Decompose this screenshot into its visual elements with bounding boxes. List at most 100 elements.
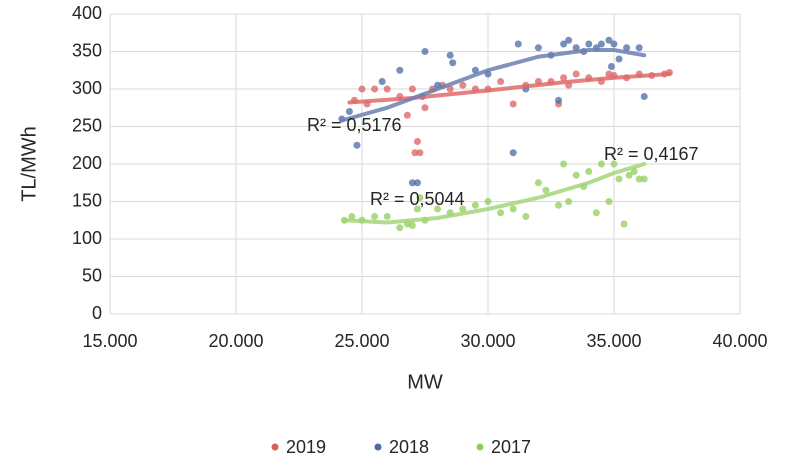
legend-marker xyxy=(374,443,382,451)
x-tick-label: 40.000 xyxy=(712,331,767,351)
point xyxy=(555,201,563,209)
point xyxy=(358,85,366,93)
point xyxy=(560,40,568,48)
y-tick-label: 350 xyxy=(72,40,102,60)
point xyxy=(615,175,623,183)
point xyxy=(615,55,623,63)
point xyxy=(416,194,424,202)
trendline xyxy=(342,162,647,225)
point xyxy=(597,40,605,48)
point xyxy=(446,85,454,93)
point xyxy=(413,179,421,187)
y-tick-label: 0 xyxy=(92,303,102,323)
point xyxy=(497,78,505,85)
point xyxy=(635,44,643,52)
x-tick-label: 25.000 xyxy=(334,331,389,351)
point xyxy=(509,205,517,213)
y-tick-label: 300 xyxy=(72,78,102,98)
legend-marker xyxy=(271,443,279,451)
point xyxy=(635,175,643,183)
point xyxy=(572,171,580,179)
point xyxy=(640,175,648,183)
point xyxy=(446,51,454,59)
point xyxy=(471,66,479,74)
point xyxy=(605,36,613,44)
point xyxy=(607,63,615,70)
point xyxy=(383,85,391,93)
point xyxy=(610,40,618,48)
annotation: R² = 0,5176 xyxy=(307,115,402,135)
point xyxy=(592,209,600,217)
point xyxy=(585,168,593,175)
point xyxy=(411,149,419,157)
point xyxy=(620,220,628,228)
point xyxy=(605,198,613,205)
point xyxy=(625,171,633,179)
point xyxy=(509,149,517,157)
x-tick-label: 20.000 xyxy=(208,331,263,351)
point xyxy=(408,222,416,229)
point xyxy=(396,66,404,74)
point xyxy=(459,81,467,89)
y-tick-label: 250 xyxy=(72,115,102,135)
legend-label: 2017 xyxy=(491,437,531,457)
y-tick-label: 50 xyxy=(82,265,102,285)
y-tick-label: 400 xyxy=(72,3,102,23)
x-tick-label: 35.000 xyxy=(586,331,641,351)
point xyxy=(534,179,542,187)
point xyxy=(630,168,638,175)
x-tick-label: 30.000 xyxy=(460,331,515,351)
point xyxy=(348,213,356,220)
point xyxy=(416,149,424,157)
x-axis-title: MW xyxy=(407,371,443,393)
point xyxy=(345,108,353,115)
point xyxy=(421,104,429,112)
point xyxy=(383,213,391,220)
point xyxy=(413,138,421,145)
legend-label: 2018 xyxy=(389,437,429,457)
y-tick-label: 100 xyxy=(72,228,102,248)
annotation: R² = 0,4167 xyxy=(604,144,699,164)
point xyxy=(565,198,573,205)
point xyxy=(484,198,492,205)
point xyxy=(542,186,550,194)
point xyxy=(509,100,517,108)
point xyxy=(605,70,613,78)
point xyxy=(534,44,542,52)
point xyxy=(353,141,361,149)
point xyxy=(434,205,442,213)
y-tick-label: 150 xyxy=(72,190,102,210)
annotation: R² = 0,5044 xyxy=(370,189,465,209)
point xyxy=(396,224,404,232)
legend-label: 2019 xyxy=(286,437,326,457)
point xyxy=(560,160,568,168)
point xyxy=(408,179,416,187)
point xyxy=(640,93,648,100)
point xyxy=(421,48,429,55)
point xyxy=(497,209,505,217)
point xyxy=(585,40,593,48)
point xyxy=(572,70,580,78)
point xyxy=(449,59,457,67)
trendline xyxy=(347,72,672,105)
legend-marker xyxy=(476,443,484,451)
y-tick-label: 200 xyxy=(72,153,102,173)
trendline xyxy=(339,48,647,123)
point xyxy=(560,74,568,82)
point xyxy=(522,213,530,220)
point xyxy=(378,78,386,85)
point xyxy=(514,40,522,48)
point xyxy=(555,96,563,104)
point xyxy=(371,85,379,93)
point xyxy=(610,160,618,168)
point xyxy=(623,44,631,52)
point xyxy=(408,85,416,93)
point xyxy=(597,160,605,168)
point xyxy=(371,213,379,220)
point xyxy=(403,111,411,119)
y-axis-title: TL/MWh xyxy=(18,126,40,202)
point xyxy=(413,205,421,213)
x-tick-label: 15.000 xyxy=(82,331,137,351)
point xyxy=(459,205,467,213)
